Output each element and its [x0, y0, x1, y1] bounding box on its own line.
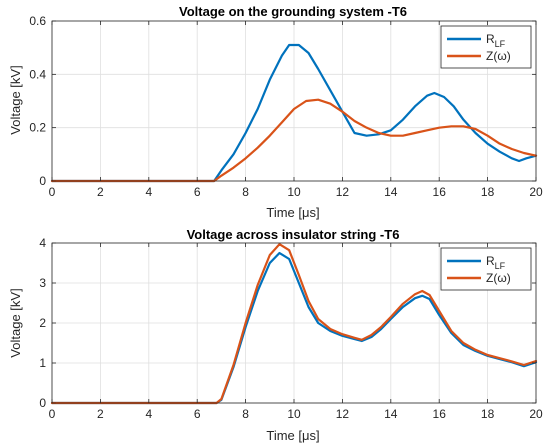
- legend-box: [440, 247, 532, 291]
- y-tick-label: 0.6: [29, 14, 46, 28]
- x-tick-label: 18: [481, 407, 495, 421]
- x-tick-label: 10: [287, 407, 301, 421]
- x-tick-label: 0: [49, 185, 56, 199]
- x-tick-label: 10: [287, 185, 301, 199]
- legend-entry-subscript: LF: [495, 261, 506, 271]
- series-line-z-omega: [50, 98, 538, 183]
- legend-entry: Z(ω): [486, 49, 511, 63]
- legend-entry-name: R: [486, 32, 495, 46]
- x-tick-label: 20: [529, 407, 543, 421]
- x-tick-label: 20: [529, 185, 543, 199]
- y-axis-label: Voltage [kV]: [8, 288, 23, 357]
- x-axis-label: Time [μs]: [266, 428, 319, 443]
- chart-title: Voltage on the grounding system -T6: [179, 4, 407, 19]
- chart-title: Voltage across insulator string -T6: [187, 227, 400, 242]
- legend-entry: Z(ω): [486, 271, 511, 285]
- legend-entry-name: R: [486, 254, 495, 268]
- x-tick-label: 0: [49, 407, 56, 421]
- x-tick-label: 16: [433, 407, 447, 421]
- x-tick-label: 16: [433, 185, 447, 199]
- x-tick-label: 6: [194, 407, 201, 421]
- x-tick-label: 14: [384, 407, 398, 421]
- legend-entry-subscript: LF: [495, 39, 506, 49]
- legend-entry-name: Z(ω): [486, 271, 511, 285]
- y-tick-label: 3: [39, 276, 46, 290]
- x-axis-label: Time [μs]: [266, 205, 319, 220]
- legend-entry-name: Z(ω): [486, 49, 511, 63]
- series-line-rlf: [50, 43, 538, 183]
- x-tick-label: 12: [336, 407, 350, 421]
- x-tick-label: 18: [481, 185, 495, 199]
- x-tick-label: 4: [145, 185, 152, 199]
- x-tick-label: 14: [384, 185, 398, 199]
- y-tick-label: 2: [39, 316, 46, 330]
- x-tick-label: 6: [194, 185, 201, 199]
- x-tick-label: 8: [242, 407, 249, 421]
- x-tick-label: 12: [336, 185, 350, 199]
- y-tick-label: 0: [39, 174, 46, 188]
- legend-entry: RLF: [486, 254, 506, 271]
- chart-insulator-voltage: Voltage across insulator string -T6 Time…: [8, 227, 543, 443]
- y-tick-label: 1: [39, 356, 46, 370]
- y-tick-label: 4: [39, 236, 46, 250]
- legend-box: [440, 25, 532, 69]
- x-tick-label: 2: [97, 407, 104, 421]
- legend-entry: RLF: [486, 32, 506, 49]
- y-axis-label: Voltage [kV]: [8, 65, 23, 134]
- x-tick-label: 4: [145, 407, 152, 421]
- y-tick-label: 0: [39, 396, 46, 410]
- x-tick-label: 8: [242, 185, 249, 199]
- y-tick-label: 0.2: [29, 121, 46, 135]
- series-line-z-omega: [50, 243, 538, 405]
- chart-grounding-voltage: Voltage on the grounding system -T6 Time…: [8, 4, 543, 220]
- y-tick-label: 0.4: [29, 67, 46, 81]
- series-line-rlf: [50, 251, 538, 405]
- x-tick-label: 2: [97, 185, 104, 199]
